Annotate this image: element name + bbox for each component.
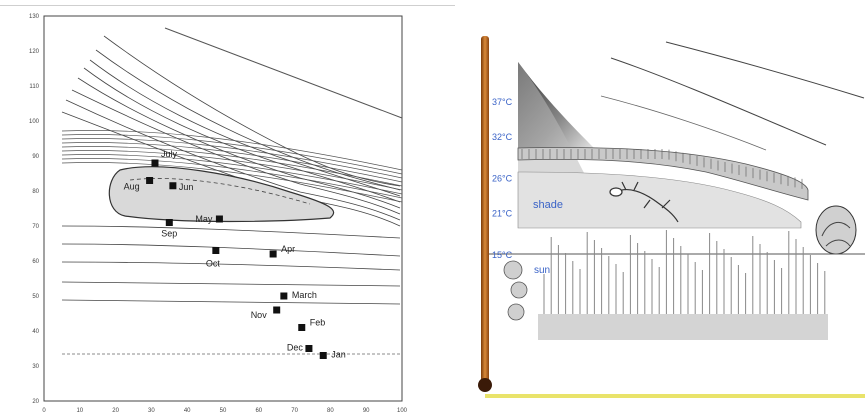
- y-tick-label: 50: [32, 294, 39, 300]
- sun-label: sun: [534, 265, 550, 276]
- y-tick-label: 110: [29, 84, 39, 90]
- shrub-illustration: [815, 205, 857, 255]
- month-marker: [165, 219, 173, 226]
- y-tick-label: 20: [32, 399, 39, 405]
- y-tick-label: 60: [32, 259, 39, 265]
- month-marker: [280, 292, 288, 300]
- month-marker: [151, 159, 159, 167]
- month-markers: July Jun Aug May Sep Oct Apr March Nov Feb Dec Jan: [124, 149, 346, 360]
- month-label: Apr: [281, 244, 295, 254]
- month-label: Aug: [124, 182, 140, 192]
- y-tick-label: 120: [29, 49, 40, 55]
- x-axis-ticks: 0 10 20 30 40 50 60 70 80 90 100: [42, 408, 407, 414]
- y-tick-label: 90: [32, 154, 39, 160]
- month-marker: [305, 345, 313, 352]
- x-tick-label: 0: [42, 408, 46, 414]
- thermometer-label: 26°C: [492, 174, 513, 184]
- month-marker: [269, 250, 277, 258]
- bioclimatic-chart: 0 10 20 30 40 50 60 70 80 90 100 130 120 110 100 90 80 7…: [28, 14, 408, 414]
- thermometer-label: 21°C: [492, 208, 513, 218]
- month-marker: [215, 215, 223, 223]
- hatched-band: [517, 147, 809, 201]
- month-label: Feb: [310, 318, 326, 328]
- lizard-illustration: [609, 181, 679, 223]
- month-marker: [298, 324, 306, 331]
- month-label: May: [195, 214, 213, 224]
- thermometer-labels: 37°C 32°C 26°C 21°C 15°C: [492, 97, 513, 260]
- x-tick-label: 50: [220, 408, 227, 414]
- x-tick-label: 20: [112, 408, 119, 414]
- sun-plant-icons: [503, 260, 528, 321]
- thermometer-scene-panel: 37°C 32°C 26°C 21°C 15°C shade sun: [466, 0, 865, 420]
- month-label: March: [292, 290, 317, 300]
- y-tick-label: 40: [32, 329, 39, 335]
- shade-label: shade: [533, 199, 563, 211]
- x-tick-label: 10: [76, 408, 83, 414]
- y-axis-ticks: 130 120 110 100 90 80 70 60 50 40 30 20: [29, 14, 40, 405]
- month-label: Dec: [287, 343, 304, 353]
- x-tick-label: 40: [184, 408, 191, 414]
- upper-arc-2: [665, 41, 865, 99]
- x-tick-label: 70: [291, 408, 298, 414]
- month-label: Nov: [251, 310, 268, 320]
- month-marker: [273, 306, 281, 314]
- y-tick-label: 70: [32, 224, 39, 230]
- comfort-zone-inner-line: [129, 178, 311, 205]
- upper-arc-1: [610, 57, 827, 146]
- y-tick-label: 80: [32, 189, 39, 195]
- month-label: Sep: [161, 229, 177, 239]
- month-label: Jun: [179, 182, 194, 192]
- month-marker: [319, 352, 327, 359]
- y-tick-label: 130: [29, 14, 40, 20]
- thermometer: [478, 36, 492, 392]
- thermometer-tube: [481, 36, 489, 386]
- y-tick-label: 100: [29, 119, 40, 125]
- month-marker: [169, 182, 177, 190]
- x-tick-label: 100: [397, 408, 408, 414]
- thermometer-bulb: [478, 378, 492, 392]
- y-tick-label: 30: [32, 364, 39, 370]
- lower-gray-zone: [517, 171, 802, 229]
- thermometer-label: 37°C: [492, 97, 513, 107]
- grass-stalks: [543, 230, 826, 314]
- x-tick-label: 30: [148, 408, 155, 414]
- comfort-zone: [108, 166, 335, 223]
- thermometer-label: 15°C: [492, 250, 513, 260]
- thermometer-label: 32°C: [492, 132, 513, 142]
- month-label: Oct: [206, 259, 221, 269]
- month-marker: [212, 247, 220, 254]
- top-rule: [0, 5, 455, 6]
- x-tick-label: 60: [255, 408, 262, 414]
- chart-frame: [43, 15, 403, 402]
- thermometer-scene: 37°C 32°C 26°C 21°C 15°C shade sun: [466, 0, 865, 420]
- month-marker: [146, 177, 154, 184]
- upper-limit-curve: [164, 27, 403, 119]
- month-label: Jan: [331, 350, 346, 360]
- x-tick-label: 80: [327, 408, 334, 414]
- humidity-band: [61, 130, 403, 203]
- ground-texture: [538, 314, 828, 340]
- month-label: July: [161, 149, 178, 159]
- x-tick-label: 90: [363, 408, 370, 414]
- upper-arc-3: [600, 95, 767, 151]
- bioclimatic-chart-panel: 0 10 20 30 40 50 60 70 80 90 100 130 120 110 100 90 80 7…: [28, 14, 408, 414]
